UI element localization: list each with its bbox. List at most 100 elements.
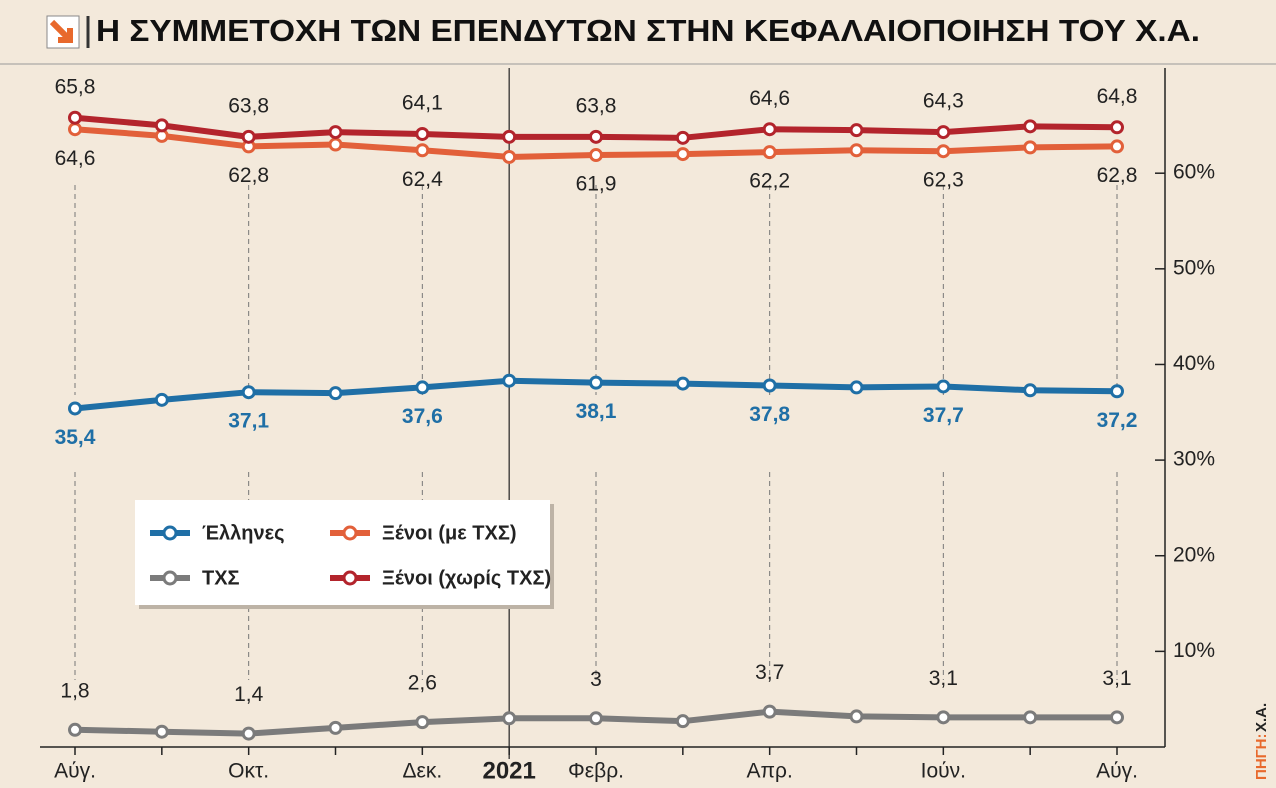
- data-label: 3,7: [755, 661, 784, 684]
- data-label: 3,1: [1102, 667, 1131, 690]
- x-tick-label: Αύγ.: [54, 760, 96, 783]
- data-point: [68, 122, 82, 137]
- data-label: 2,6: [408, 672, 437, 695]
- data-label: 62,3: [923, 169, 964, 192]
- legend-label: ΤΧΣ: [202, 567, 240, 589]
- data-label: 63,8: [576, 94, 617, 117]
- data-point: [328, 386, 343, 401]
- legend-marker: [342, 570, 358, 586]
- data-point: [936, 379, 951, 394]
- legend-box: [135, 500, 550, 605]
- logo-arrow: [49, 19, 73, 43]
- data-point: [1023, 383, 1038, 398]
- data-point: [328, 720, 343, 735]
- data-label: 64,6: [749, 87, 790, 110]
- data-point: [1023, 710, 1038, 725]
- data-point: [936, 125, 951, 140]
- data-point: [589, 148, 603, 163]
- data-label: 64,3: [923, 90, 964, 113]
- y-tick-label: 10%: [1173, 639, 1215, 662]
- data-point: [762, 145, 777, 160]
- data-point: [762, 378, 777, 393]
- data-point: [328, 137, 343, 152]
- data-point: [675, 130, 690, 145]
- data-point: [1110, 710, 1124, 725]
- data-point: [68, 401, 82, 416]
- data-label: 37,2: [1097, 409, 1138, 432]
- data-label: 64,6: [55, 147, 96, 170]
- data-point: [415, 143, 430, 158]
- data-label: 3,1: [929, 667, 958, 690]
- data-label: 35,4: [55, 426, 96, 449]
- data-label: 1,8: [60, 679, 89, 702]
- data-point: [762, 704, 777, 719]
- data-point: [68, 722, 82, 737]
- data-label: 62,2: [749, 170, 790, 193]
- data-point: [1110, 120, 1124, 135]
- data-label: 3: [590, 668, 602, 691]
- legend-label: Ξένοι (χωρίς ΤΧΣ): [382, 567, 551, 589]
- x-tick-label: 2021: [482, 757, 535, 784]
- data-point: [154, 118, 169, 133]
- x-tick-label: Οκτ.: [228, 760, 269, 783]
- legend-marker: [162, 525, 178, 541]
- y-tick-label: 40%: [1173, 352, 1215, 375]
- data-label: 37,1: [228, 410, 269, 433]
- data-point: [415, 715, 430, 730]
- data-point: [849, 123, 864, 138]
- data-point: [762, 122, 777, 137]
- x-tick-label: Φεβρ.: [568, 760, 624, 783]
- data-point: [849, 143, 864, 158]
- source: ΠΗΓΗ: Χ.Α.: [1253, 703, 1270, 780]
- chart-title: Η ΣΥΜΜΕΤΟΧΗ ΤΩΝ ΕΠΕΝΔΥΤΩΝ ΣΤΗΝ ΚΕΦΑΛΑΙΟΠ…: [96, 13, 1200, 48]
- data-label: 1,4: [234, 683, 264, 706]
- data-point: [1110, 139, 1124, 154]
- data-point: [589, 711, 603, 726]
- data-point: [328, 125, 343, 140]
- data-point: [849, 380, 864, 395]
- data-point: [415, 380, 430, 395]
- data-point: [502, 129, 517, 144]
- legend-label: Ξένοι (με ΤΧΣ): [382, 522, 517, 544]
- data-point: [154, 392, 169, 407]
- data-point: [241, 129, 256, 144]
- x-tick-label: Δεκ.: [402, 760, 442, 783]
- data-label: 61,9: [576, 173, 617, 196]
- data-point: [1023, 140, 1038, 155]
- data-point: [68, 110, 82, 125]
- data-point: [502, 711, 517, 726]
- legend-label: Έλληνες: [202, 522, 285, 544]
- legend-marker: [342, 525, 358, 541]
- data-label: 62,4: [402, 168, 443, 191]
- data-label: 38,1: [576, 400, 617, 423]
- data-label: 62,8: [1097, 164, 1138, 187]
- data-label: 64,8: [1097, 85, 1138, 108]
- y-tick-label: 60%: [1173, 161, 1215, 184]
- data-point: [241, 385, 256, 400]
- data-point: [154, 724, 169, 739]
- data-point: [241, 726, 256, 741]
- y-tick-label: 30%: [1173, 448, 1215, 471]
- data-point: [936, 144, 951, 159]
- data-point: [415, 126, 430, 141]
- data-label: 37,8: [749, 403, 790, 426]
- data-label: 37,7: [923, 404, 964, 427]
- x-tick-label: Αύγ.: [1096, 760, 1138, 783]
- y-tick-label: 20%: [1173, 543, 1215, 566]
- data-point: [675, 714, 690, 729]
- data-point: [589, 375, 603, 390]
- legend-marker: [162, 570, 178, 586]
- x-tick-label: Απρ.: [747, 760, 793, 783]
- source-text: Χ.Α.: [1253, 703, 1270, 732]
- data-label: 63,8: [228, 94, 269, 117]
- data-point: [502, 373, 517, 388]
- data-label: 37,6: [402, 405, 443, 428]
- data-point: [849, 709, 864, 724]
- x-tick-label: Ιούν.: [921, 760, 966, 783]
- data-point: [675, 376, 690, 391]
- data-label: 65,8: [55, 75, 96, 98]
- data-point: [675, 147, 690, 162]
